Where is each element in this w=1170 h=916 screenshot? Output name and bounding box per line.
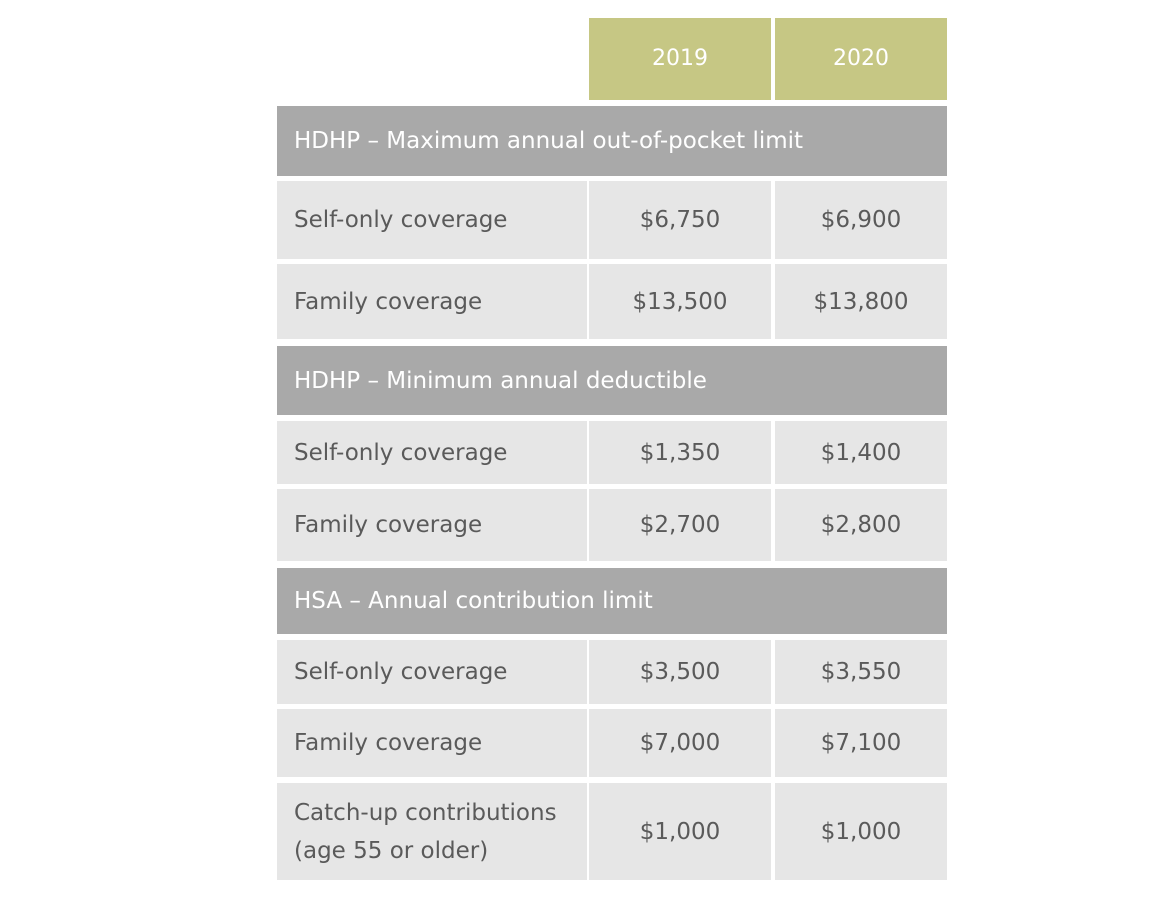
- row-value: $1,000: [589, 783, 771, 880]
- row-value: $2,700: [589, 489, 771, 561]
- row-label: Self-only coverage: [277, 421, 587, 484]
- row-label: Self-only coverage: [277, 181, 587, 259]
- row-value: $6,750: [589, 181, 771, 259]
- section-header: HDHP – Minimum annual deductible: [277, 346, 947, 415]
- section-header: HSA – Annual contribution limit: [277, 568, 947, 634]
- column-header: 2019: [589, 18, 771, 100]
- row-value: $7,000: [589, 709, 771, 777]
- row-label: Family coverage: [277, 489, 587, 561]
- row-value: $1,350: [589, 421, 771, 484]
- row-label: Catch-up contributions (age 55 or older): [277, 783, 587, 880]
- row-value: $13,500: [589, 264, 771, 339]
- row-value: $7,100: [775, 709, 947, 777]
- row-label: Family coverage: [277, 264, 587, 339]
- row-value: $6,900: [775, 181, 947, 259]
- row-value: $13,800: [775, 264, 947, 339]
- row-value: $3,550: [775, 640, 947, 704]
- row-value: $3,500: [589, 640, 771, 704]
- row-label: Self-only coverage: [277, 640, 587, 704]
- row-value: $2,800: [775, 489, 947, 561]
- row-value: $1,000: [775, 783, 947, 880]
- row-value: $1,400: [775, 421, 947, 484]
- row-label: Family coverage: [277, 709, 587, 777]
- column-header: 2020: [775, 18, 947, 100]
- section-header: HDHP – Maximum annual out-of-pocket limi…: [277, 106, 947, 176]
